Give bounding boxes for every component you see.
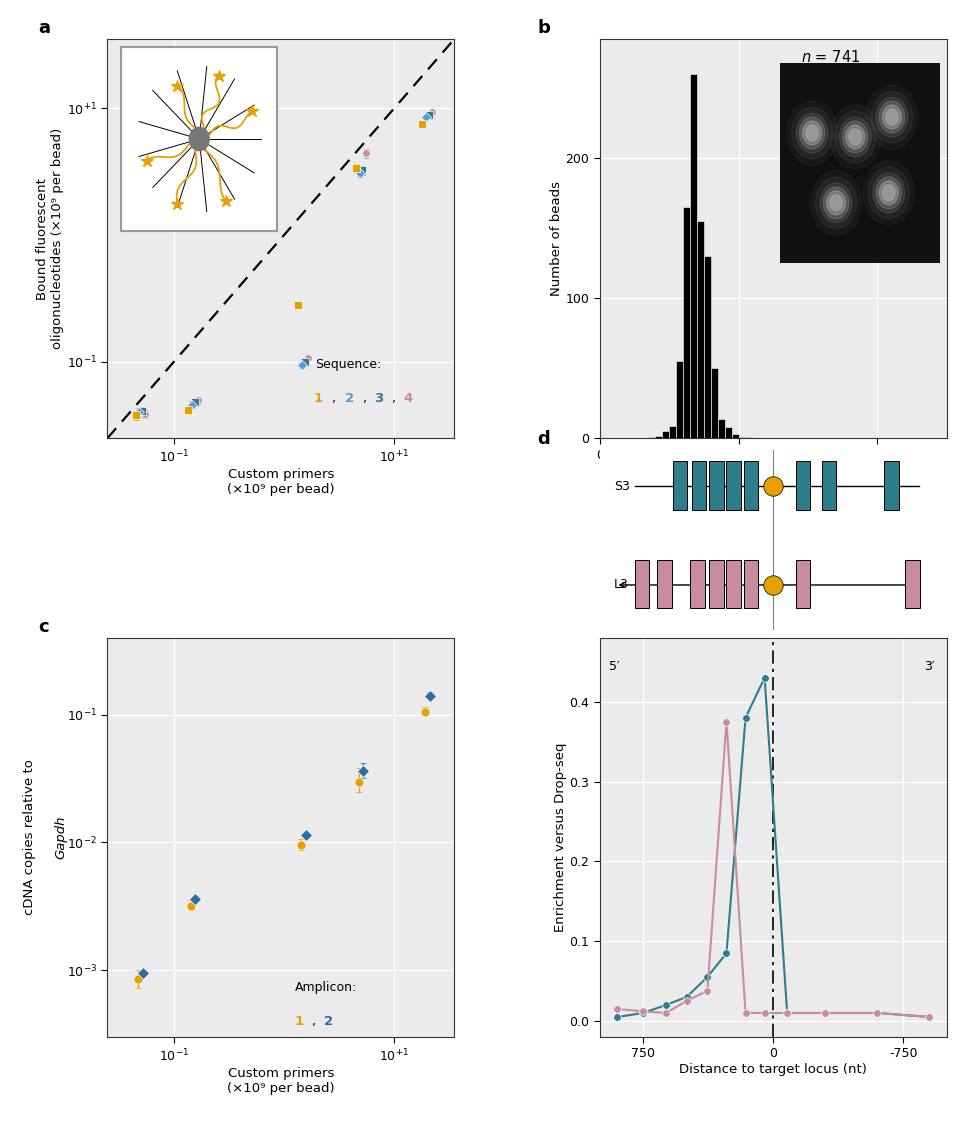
X-axis label: Distance to target locus (nt): Distance to target locus (nt) <box>679 1063 868 1076</box>
Bar <box>697 221 704 438</box>
Text: Sequence:: Sequence: <box>315 359 382 371</box>
Text: c: c <box>38 618 49 636</box>
Text: Amplicon:: Amplicon: <box>295 981 357 994</box>
Text: 4: 4 <box>404 392 413 406</box>
Text: 5′: 5′ <box>609 660 620 673</box>
Text: 2: 2 <box>345 392 354 406</box>
Bar <box>690 74 697 438</box>
Bar <box>683 207 690 438</box>
Y-axis label: Number of beads: Number of beads <box>549 182 563 296</box>
Bar <box>655 436 663 438</box>
Bar <box>670 426 676 438</box>
X-axis label: Custom primers
(×10⁹ per bead): Custom primers (×10⁹ per bead) <box>227 469 335 497</box>
Bar <box>717 419 725 438</box>
Bar <box>648 437 655 438</box>
X-axis label: Mean pixel intensity (A.U.): Mean pixel intensity (A.U.) <box>685 464 861 478</box>
Bar <box>739 437 746 438</box>
Y-axis label: Bound fluorescent
oligonucleotides (×10⁹ per bead): Bound fluorescent oligonucleotides (×10⁹… <box>36 128 64 350</box>
Text: cDNA copies relative to: cDNA copies relative to <box>22 759 36 916</box>
X-axis label: Custom primers
(×10⁹ per bead): Custom primers (×10⁹ per bead) <box>227 1067 335 1095</box>
Bar <box>676 361 683 438</box>
Bar <box>663 432 670 438</box>
Text: ,: , <box>332 392 336 406</box>
Y-axis label: Enrichment versus Drop-seq: Enrichment versus Drop-seq <box>553 742 567 933</box>
Text: 3′: 3′ <box>924 660 935 673</box>
Bar <box>725 427 732 438</box>
Text: ,: , <box>363 392 367 406</box>
Text: b: b <box>538 19 550 37</box>
Bar <box>704 257 711 438</box>
Text: ,: , <box>312 1015 316 1028</box>
Bar <box>711 369 717 438</box>
Text: 2: 2 <box>324 1015 333 1028</box>
Text: 3: 3 <box>375 392 384 406</box>
Text: d: d <box>538 430 550 448</box>
Text: 1: 1 <box>295 1015 304 1028</box>
Text: a: a <box>38 19 50 37</box>
Text: $n$ = 741: $n$ = 741 <box>801 49 861 65</box>
Bar <box>732 434 739 438</box>
Text: ,: , <box>392 392 396 406</box>
Text: 1: 1 <box>313 392 323 406</box>
Bar <box>746 437 752 438</box>
Text: Gapdh: Gapdh <box>54 816 67 859</box>
